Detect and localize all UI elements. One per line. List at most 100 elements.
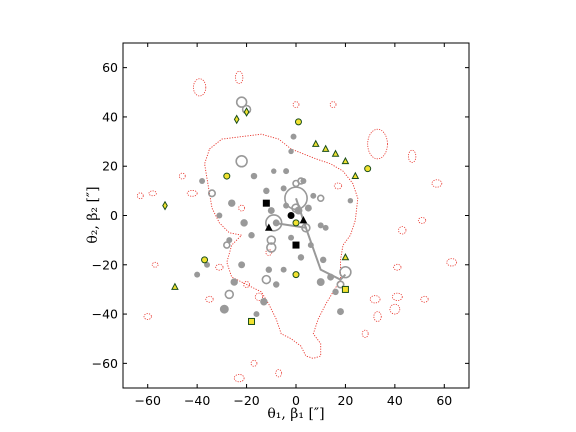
critical-curve-small <box>235 70 244 85</box>
critical-curve-small <box>178 172 186 180</box>
galaxy-ring <box>316 194 325 203</box>
galaxy-dot <box>267 207 275 215</box>
galaxy-dot <box>260 298 268 306</box>
galaxy-dot <box>280 185 287 192</box>
image-markers <box>162 107 372 325</box>
image-marker-triangle <box>341 253 350 261</box>
critical-curve-small <box>329 101 337 108</box>
galaxy-dot <box>238 261 246 269</box>
critical-curve-small <box>238 204 245 212</box>
galaxy-dot <box>253 311 260 318</box>
galaxy-ring <box>265 214 283 232</box>
critical-curve-small <box>367 128 388 160</box>
galaxy-dot <box>273 281 280 288</box>
central-marker-circle <box>287 212 295 219</box>
critical-curve-small <box>193 78 207 97</box>
galaxy-dot <box>263 187 270 195</box>
galaxy-dot <box>280 266 287 273</box>
critical-curve-small <box>391 292 403 301</box>
x-tick-label: 60 <box>436 393 452 408</box>
x-tick-label: −40 <box>184 393 210 408</box>
x-tick-label: −60 <box>135 393 161 408</box>
image-marker-circle <box>292 271 300 279</box>
galaxy-dot <box>337 308 344 316</box>
critical-curve-small <box>446 258 458 267</box>
image-marker-diamond <box>243 107 250 117</box>
galaxy-dot <box>310 192 317 199</box>
x-tick-label: −20 <box>233 393 259 408</box>
image-marker-square <box>341 285 349 293</box>
galaxy-ring <box>336 280 345 289</box>
critical-curve-small <box>250 359 258 367</box>
critical-curve-small <box>275 369 283 378</box>
image-marker-circle <box>364 165 372 173</box>
galaxy-dot <box>319 256 327 264</box>
image-marker-square <box>248 317 256 325</box>
image-marker-triangle <box>311 139 320 147</box>
galaxy-dot <box>194 271 201 278</box>
critical-curve-small <box>143 313 152 320</box>
galaxy-dot <box>316 278 325 286</box>
galaxy-ring <box>224 289 235 300</box>
critical-curve-small <box>254 292 264 301</box>
galaxy-dot <box>347 197 354 204</box>
axis-ticks: −60 −40 −20 0 20 40 60 −60 −40 −20 0 20 40 60 <box>92 43 469 408</box>
y-tick-label: −60 <box>92 356 118 371</box>
central-marker-square <box>262 199 270 207</box>
galaxy-dot <box>288 234 295 241</box>
y-tick-label: 60 <box>102 60 118 75</box>
galaxy-ring <box>266 242 277 253</box>
galaxy-dot <box>248 232 255 239</box>
critical-curve-small <box>148 190 157 197</box>
critical-curve-small <box>205 295 214 303</box>
image-marker-triangle <box>351 171 360 179</box>
central-marker-square <box>292 241 300 249</box>
critical-curve-small <box>136 192 144 200</box>
image-marker-triangle <box>331 149 340 157</box>
critical-curve-small <box>233 374 245 383</box>
critical-curve-small <box>389 303 401 315</box>
image-marker-triangle <box>171 282 179 290</box>
critical-curve-small <box>393 263 402 271</box>
galaxy-dot <box>265 266 273 273</box>
image-marker-circle <box>201 256 209 264</box>
galaxy-dot <box>327 273 335 281</box>
galaxy-ring <box>266 235 277 245</box>
image-marker-circle <box>292 219 300 227</box>
critical-curve-small <box>408 149 417 163</box>
galaxy-dot <box>250 172 258 180</box>
central-marker-triangle <box>299 216 308 224</box>
critical-curve-small <box>186 189 198 197</box>
galaxy-dot <box>204 261 210 268</box>
galaxy-dot <box>317 222 324 229</box>
galaxy-ring <box>339 265 352 279</box>
y-tick-label: −40 <box>92 307 118 322</box>
galaxy-dot <box>332 288 339 296</box>
plot-frame <box>122 42 470 389</box>
galaxy-ring <box>301 223 311 233</box>
image-marker-triangle <box>321 144 330 152</box>
galaxy-dot <box>283 202 290 209</box>
critical-curve-small <box>420 295 429 303</box>
galaxy-dot <box>199 178 206 184</box>
galaxy-dot <box>283 168 290 175</box>
x-tick-label: 40 <box>387 393 403 408</box>
critical-curve-small <box>151 261 159 268</box>
galaxy-dot <box>290 133 297 140</box>
galaxy-dot <box>272 219 280 227</box>
galaxy-dot <box>228 199 236 207</box>
galaxy-ring <box>223 241 231 249</box>
galaxy-dot <box>230 278 238 286</box>
critical-curve-small <box>292 101 300 108</box>
galaxy-dot <box>240 219 248 227</box>
galaxy-dot <box>288 148 294 155</box>
image-marker-circle <box>223 172 231 180</box>
image-marker-triangle <box>341 156 350 165</box>
x-tick-label: 0 <box>292 393 300 408</box>
critical-curve-small <box>243 281 250 288</box>
critical-curve-small <box>431 179 443 188</box>
critical-curve-small <box>369 295 381 304</box>
galaxy-ring <box>291 203 301 213</box>
galaxy-dot <box>307 242 314 249</box>
